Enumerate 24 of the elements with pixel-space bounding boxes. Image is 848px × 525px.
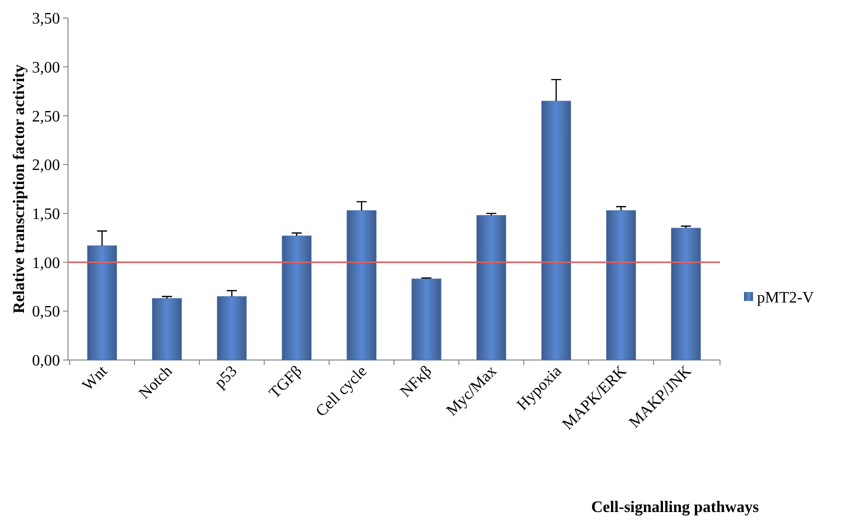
bar [282,236,312,360]
x-axis-title: Cell-signalling pathways [591,499,759,516]
y-tick-label: 0,50 [32,304,60,321]
bar [671,228,701,360]
bar [87,245,117,360]
y-tick-label: 2,00 [32,157,60,174]
bar [216,296,247,360]
x-tick-label: Wnt [79,362,112,394]
x-tick-label: Cell cycle [312,362,370,420]
x-tick-label: p53 [212,362,241,392]
legend-label: pMT2-V [757,290,814,307]
bar [541,100,572,360]
y-tick-label: 1,00 [32,254,60,272]
y-tick-label: 2,50 [32,108,60,126]
bar [606,210,636,360]
bar [476,215,506,360]
y-tick-label: 0,00 [32,352,60,370]
y-tick-label: 3,50 [32,10,60,28]
y-axis-title: Relative transcription factor activity [11,64,28,314]
bar [412,278,442,360]
bar [346,210,376,360]
y-tick-label: 3,00 [32,59,60,76]
bar [152,298,182,360]
y-tick-label: 1,50 [32,206,60,224]
